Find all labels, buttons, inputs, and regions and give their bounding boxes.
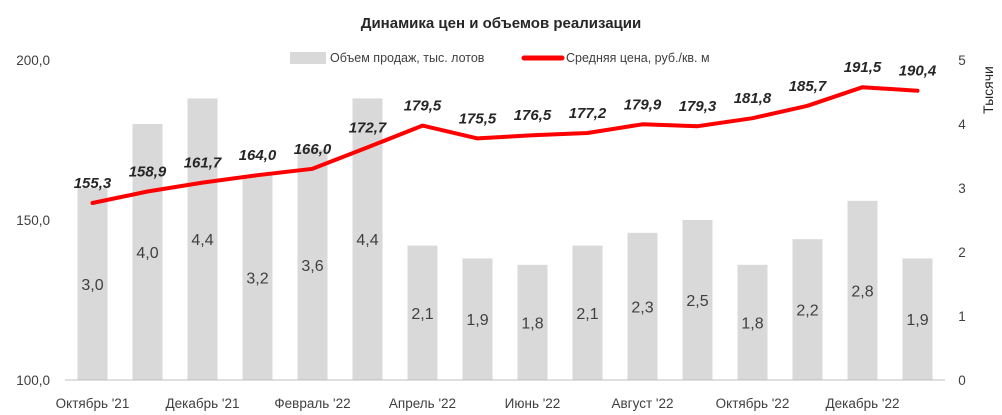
legend-label-bar: Объем продаж, тыс. лотов (330, 51, 485, 65)
x-tick-label: Апрель '22 (389, 396, 456, 411)
line-series: 155,3 158,9 161,7 164,0 166,0 172,7 179,5 175,5… (74, 59, 937, 205)
bar (902, 258, 933, 380)
x-tick-label: Февраль '22 (274, 396, 350, 411)
x-tick-label: Август '22 (612, 396, 674, 411)
bar (77, 188, 108, 380)
x-tick-label: Декабрь '21 (166, 396, 240, 411)
bar-data-label: 1,9 (906, 312, 928, 329)
line-data-label: 177,2 (569, 105, 607, 122)
line-data-label: 181,8 (734, 90, 772, 107)
bar (187, 98, 218, 381)
y-right-tick-label: 3 (958, 181, 966, 196)
bar (517, 264, 548, 380)
y-right-tick-label: 2 (958, 245, 966, 260)
line-data-label: 179,9 (624, 96, 662, 113)
line-data-label: 190,4 (899, 63, 937, 80)
bar-data-label: 2,2 (796, 303, 818, 320)
bar-data-label: 2,1 (411, 306, 433, 323)
y-left-tick-label: 200,0 (16, 53, 50, 68)
y-left-tick-label: 150,0 (16, 213, 50, 228)
line-data-label: 166,0 (294, 141, 332, 158)
line-data-label: 155,3 (74, 175, 112, 192)
y-right-tick-label: 0 (958, 373, 966, 388)
price-line (90, 85, 920, 205)
y-left-tick-label: 100,0 (16, 373, 50, 388)
bar-data-label: 4,4 (356, 232, 378, 249)
chart-title: Динамика цен и объемов реализации (361, 15, 641, 32)
bar-data-label: 1,8 (741, 315, 763, 332)
x-tick-label: Декабрь '22 (826, 396, 900, 411)
bar-data-label: 2,1 (576, 306, 598, 323)
bar-data-label: 3,2 (246, 271, 268, 288)
axes: Октябрь '21 Декабрь '21 Февраль '22 Апрель … (16, 53, 966, 411)
bar (242, 175, 273, 380)
x-tick-label: Октябрь '22 (716, 396, 790, 411)
bar (682, 220, 713, 380)
bar-data-label: 4,0 (136, 245, 158, 262)
bar-data-label: 4,4 (191, 232, 213, 249)
bar-data-label: 2,8 (851, 283, 873, 300)
y-right-tick-label: 4 (958, 117, 966, 132)
y-right-axis-label: Тысячи (980, 66, 996, 114)
line-data-label: 191,5 (844, 59, 882, 76)
bar-data-label: 1,8 (521, 315, 543, 332)
line-data-label: 176,5 (514, 107, 552, 124)
bar (847, 200, 878, 380)
y-right-tick-label: 1 (958, 309, 966, 324)
bar-data-label: 2,3 (631, 299, 653, 316)
legend: Объем продаж, тыс. лотов Средняя цена, р… (290, 51, 710, 65)
bar-data-label: 3,6 (301, 258, 323, 275)
line-data-label: 175,5 (459, 110, 497, 127)
line-data-label: 161,7 (184, 155, 222, 172)
line-data-label: 164,0 (239, 147, 277, 164)
line-data-label: 172,7 (349, 119, 387, 136)
legend-swatch-bar (290, 52, 326, 64)
legend-label-line: Средняя цена, руб./кв. м (566, 51, 710, 65)
bar (297, 149, 328, 380)
bar-data-label: 3,0 (81, 277, 103, 294)
line-data-label: 179,5 (404, 98, 442, 115)
line-data-label: 179,3 (679, 98, 717, 115)
line-data-label: 158,9 (129, 164, 167, 181)
bar-data-label: 2,5 (686, 293, 708, 310)
bar (792, 239, 823, 380)
x-tick-label: Июнь '22 (505, 396, 561, 411)
bar (737, 264, 768, 380)
line-data-label: 185,7 (789, 78, 827, 95)
y-right-tick-label: 5 (958, 53, 966, 68)
bar (132, 124, 163, 380)
bar-series: 3,0 4,0 4,4 3,2 3,6 4,4 2,1 1,9 1,8 2,1 2,3 2,5 1,8 2… (77, 98, 933, 381)
bar (627, 232, 658, 380)
x-tick-label: Октябрь '21 (56, 396, 130, 411)
bar-data-label: 1,9 (466, 312, 488, 329)
bar (572, 245, 603, 380)
bar (462, 258, 493, 380)
bar (407, 245, 438, 380)
